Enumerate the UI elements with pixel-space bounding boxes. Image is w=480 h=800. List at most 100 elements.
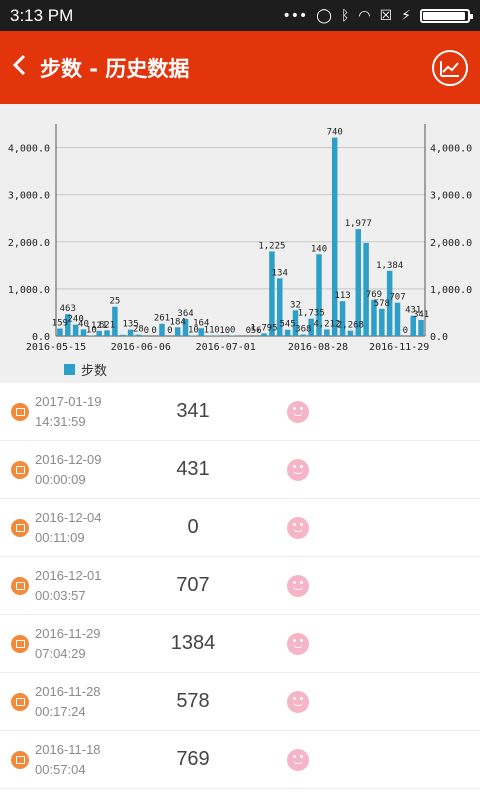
battery-fill [423,11,465,20]
data-label: 11 [204,325,215,335]
chart-bar [363,242,369,336]
y-tick-label-right: 2,000.0 [430,238,472,249]
record-date: 2016-11-29 [35,625,101,641]
chart-bar [261,333,267,336]
list-item[interactable]: 2016-11-18 00:57:04 769 [0,731,480,789]
chart-bar [418,319,424,336]
chart-bar [174,327,181,336]
data-label: 56 [251,326,262,336]
record-time: 14:31:59 [35,413,86,429]
smiley-icon [287,516,309,539]
x-tick-label: 2016-05-15 [26,342,86,353]
y-tick-label-right: 3,000.0 [430,191,472,202]
data-label: 431 [405,306,421,316]
data-label: 134 [272,268,288,278]
data-label: 4,212 [313,319,340,329]
chart-bar [65,314,71,336]
data-label: 0 [214,326,219,336]
data-label: 10 [219,326,230,336]
data-label: 40 [78,319,89,329]
y-tick-label-left: 3,000.0 [8,191,50,202]
chart-bar [127,329,134,336]
chart-area: 0.0 0.0 1,000.0 1,000.0 2,000.0 2,000.0 3,000.… [0,104,480,383]
chart-bar [57,328,63,336]
chart-bar [292,310,299,336]
steps-chart: 0.0 0.0 1,000.0 1,000.0 2,000.0 2,000.0 3,000.… [8,124,472,353]
data-label: 0 [246,326,251,336]
y-tick-label-right: 0.0 [430,332,448,343]
record-steps: 431 [176,458,210,480]
record-steps: 769 [176,748,210,770]
record-datetime: 2016-12-01 00:03:57 [35,566,102,606]
chart-bar [182,318,189,336]
y-tick-label-right: 1,000.0 [430,285,472,296]
data-label: 0 [403,326,408,336]
data-label: 135 [122,320,138,330]
data-label: 463 [60,304,76,314]
record-date: 2016-12-04 [35,509,102,525]
chart-bar [347,330,354,336]
list-item[interactable]: 2016-12-01 00:03:57 707 [0,557,480,615]
chart-bar [339,301,346,336]
chart-bar [96,330,102,336]
trend-chart-icon[interactable] [432,49,468,86]
status-icons: ••• ◯ ᛒ ◠ ☒ ⚡ [282,7,473,24]
smiley-icon [287,400,309,423]
record-date: 2016-12-01 [35,567,102,583]
smiley-icon [287,748,309,771]
list-item[interactable]: 2016-11-28 00:17:24 578 [0,673,480,731]
list-item[interactable]: 2016-11-29 07:04:29 1384 [0,615,480,673]
data-label: 0 [230,326,235,336]
x-tick-label: 2016-11-29 [369,342,429,353]
data-label: 769 [366,290,382,300]
data-label: 621 [99,320,115,330]
data-label: 140 [311,244,327,254]
chart-bar [159,323,165,336]
record-icon [11,518,29,537]
record-steps: 0 [187,516,199,538]
status-time: 3:13 PM [10,5,74,25]
y-tick-label-left: 2,000.0 [8,238,50,249]
list-item[interactable]: 2016-12-09 00:00:09 431 [0,441,480,499]
data-label: 184 [170,317,186,327]
data-label: 341 [413,310,429,320]
record-time: 00:00:09 [35,471,86,487]
chart-bar [410,315,416,336]
record-icon [11,460,29,479]
data-label: 240 [67,315,83,325]
data-label: 32 [290,300,301,310]
record-datetime: 2017-01-19 14:31:59 [35,392,102,432]
smiley-icon [287,690,309,713]
chart-bar [308,318,314,336]
record-steps: 578 [176,690,210,712]
chart-bar [269,251,275,336]
data-label: 364 [177,309,193,319]
data-label: 25 [109,297,120,307]
data-label: 159 [52,319,68,329]
status-bar: 3:13 PM ••• ◯ ᛒ ◠ ☒ ⚡ [0,0,480,31]
chart-bar [277,278,283,336]
x-tick-label: 2016-08-28 [288,342,348,353]
data-label: 2,268 [337,321,364,331]
record-icon [11,402,29,421]
data-label: 113 [334,291,350,301]
record-datetime: 2016-12-04 00:11:09 [35,508,102,548]
list-item[interactable]: 2017-01-19 14:31:59 341 [0,383,480,441]
list-item[interactable]: 2016-12-04 00:11:09 0 [0,499,480,557]
chart-bar [386,270,393,336]
dots-icon: ••• [282,7,308,24]
data-label: 10 [188,326,199,336]
chart-bar [379,308,385,336]
chart-bar [355,229,362,336]
data-label: 1,795 [251,323,278,333]
data-label: 1,225 [258,241,285,251]
data-label: 1,977 [345,219,372,229]
data-label: 545 [279,320,295,330]
data-label: 10 [86,326,97,336]
back-icon[interactable] [12,53,32,83]
data-label: 368 [295,324,311,334]
record-time: 07:04:29 [35,645,86,661]
data-label: 740 [327,128,343,138]
charge-icon: ⚡ [401,7,411,24]
y-tick-label-right: 4,000.0 [430,144,472,155]
